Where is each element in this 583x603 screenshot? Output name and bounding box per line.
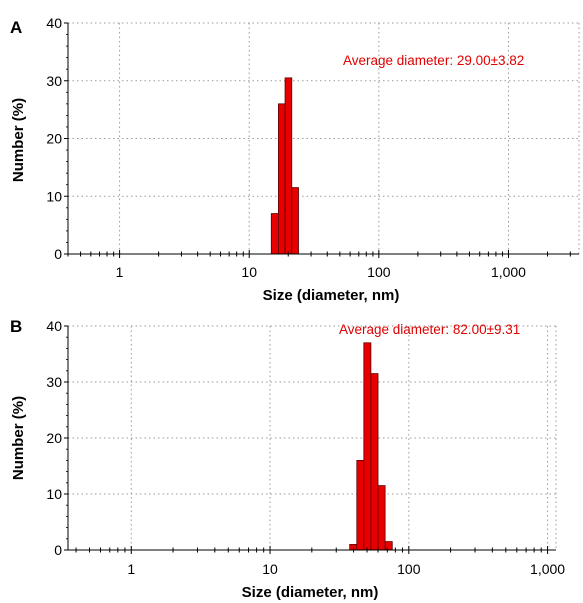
y-tick-label: 20 [46, 131, 62, 147]
average-diameter-annotation: Average diameter: 29.00±3.82 [343, 53, 524, 68]
axes: 0 10 20 30 40 1 10 100 1,000 [46, 15, 579, 280]
y-axis-title: Number (%) [10, 396, 27, 480]
bars [349, 342, 393, 551]
y-tick-label: 20 [46, 430, 62, 446]
y-tick-label: 10 [46, 486, 62, 502]
average-diameter-annotation: Average diameter: 82.00±9.31 [339, 322, 520, 337]
y-axis-title: Number (%) [10, 98, 27, 182]
panel-b-chart: 0 10 20 30 40 1 10 100 1,000 B Average diameter:… [10, 317, 565, 601]
x-axis-title: Size (diameter, nm) [263, 287, 400, 304]
y-tick-label: 40 [46, 15, 62, 31]
x-tick-label: 10 [241, 264, 257, 280]
y-tick-label: 30 [46, 374, 62, 390]
bars [270, 77, 299, 255]
x-tick-label: 1,000 [491, 264, 526, 280]
y-tick-label: 0 [54, 246, 62, 262]
x-tick-label: 100 [397, 561, 421, 577]
histogram-bar [384, 541, 393, 551]
panel-a-chart: 0 10 20 30 40 1 10 100 1,000 A Average diameter:… [10, 15, 580, 304]
y-tick-label: 30 [46, 73, 62, 89]
histogram-bar [370, 373, 379, 551]
histogram-bar [363, 342, 372, 551]
panel-label: B [10, 317, 22, 336]
histogram-bar [270, 213, 279, 255]
y-tick-label: 40 [46, 318, 62, 334]
x-tick-label: 100 [367, 264, 391, 280]
x-axis-title: Size (diameter, nm) [242, 584, 379, 601]
histogram-bar [356, 459, 365, 551]
x-tick-label: 1,000 [530, 561, 565, 577]
x-tick-label: 1 [127, 561, 135, 577]
y-tick-label: 10 [46, 188, 62, 204]
histogram-bar [284, 77, 293, 255]
histogram-bar [377, 485, 386, 551]
grid-lines [68, 325, 557, 550]
histogram-bar [291, 187, 299, 255]
axes: 0 10 20 30 40 1 10 100 1,000 [46, 318, 565, 577]
y-tick-label: 0 [54, 542, 62, 558]
x-tick-label: 10 [262, 561, 278, 577]
panel-label: A [10, 18, 22, 37]
histogram-bar [278, 103, 286, 255]
x-tick-label: 1 [116, 264, 124, 280]
